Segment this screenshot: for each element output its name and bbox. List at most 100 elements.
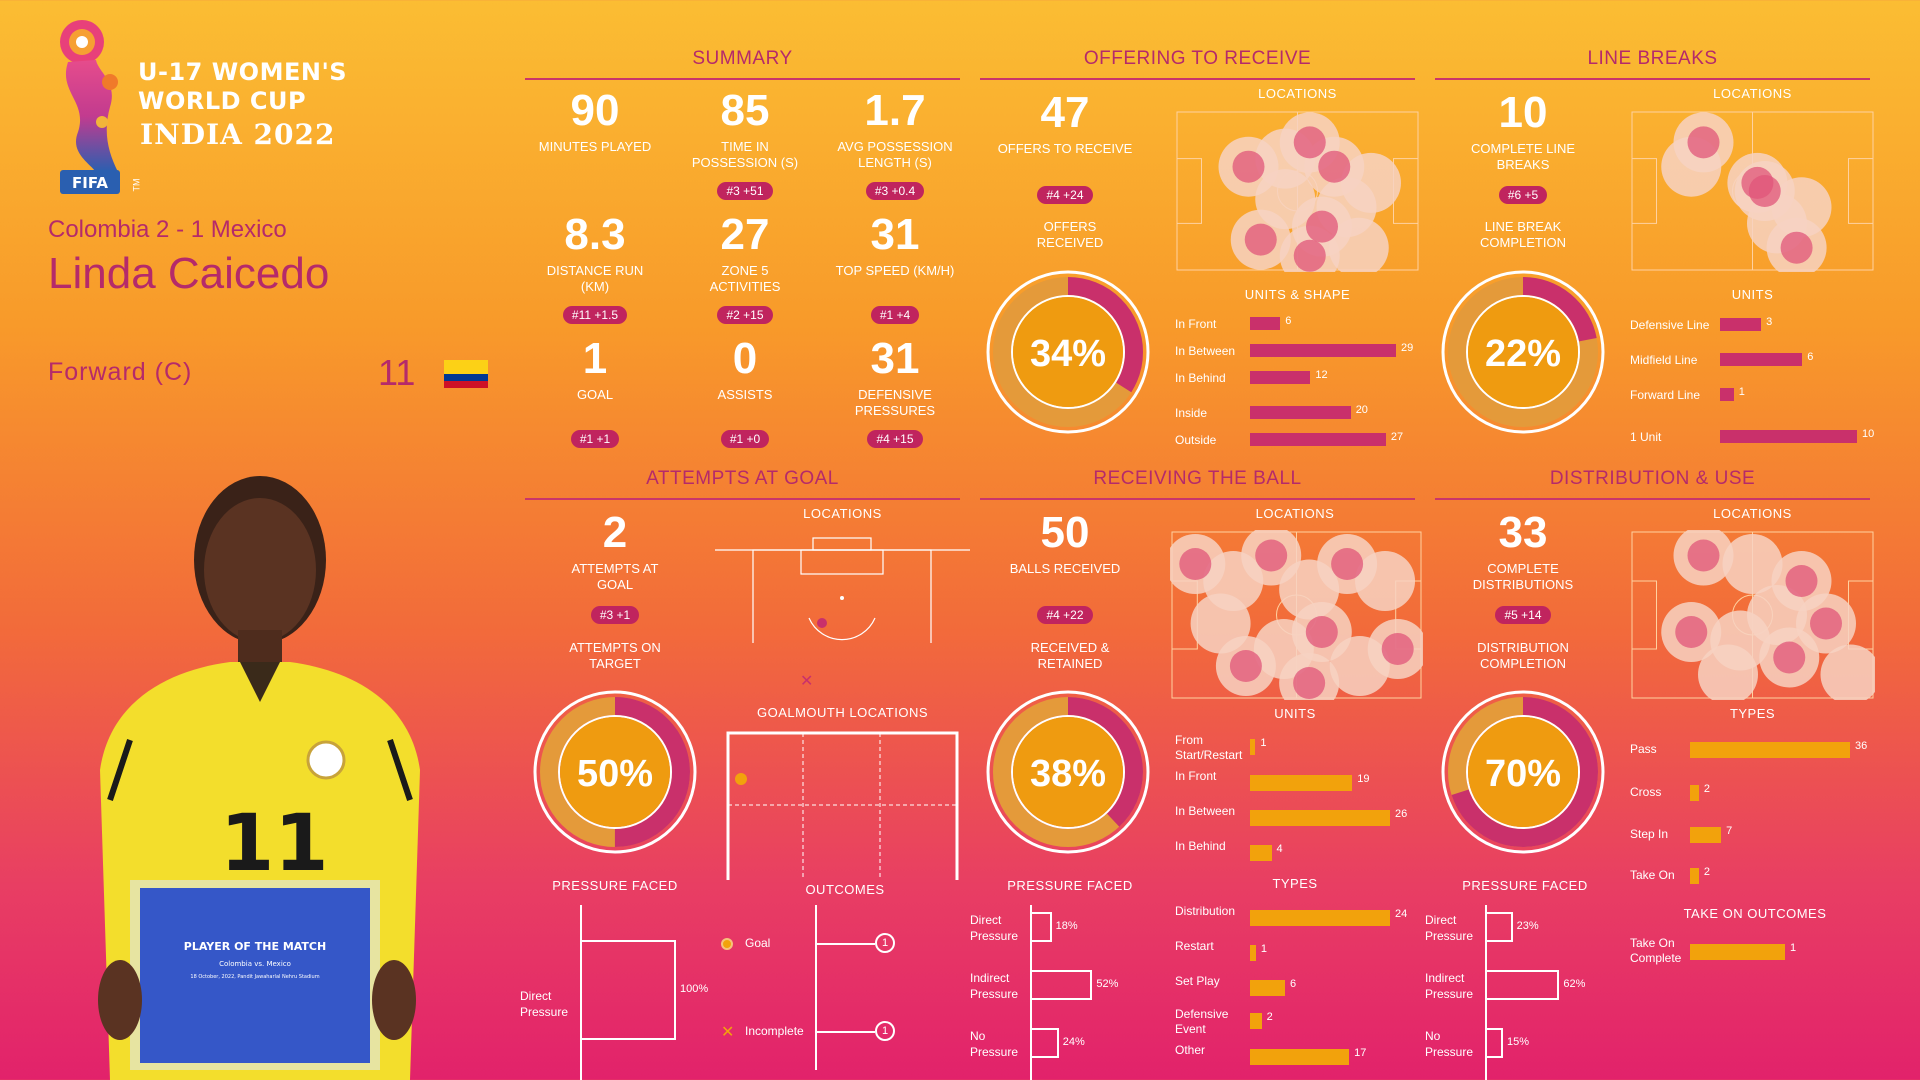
bar-value: 10 [1862,428,1875,440]
summary-stat-value: 85 [720,86,770,135]
bar-value: 27 [1390,431,1404,443]
summary-stat-label: TOP SPEED (KM/H) [835,263,955,278]
outcome-label: Goal [745,936,771,950]
summary-rank-badge: #3 +0.4 [865,182,925,200]
pressure-axis [1030,905,1032,1080]
summary-stat-value: 8.3 [564,210,626,259]
summary-grid: 90 MINUTES PLAYED 85 TIME IN POSSESSION (s)… [525,86,975,466]
donut-value-arc [540,697,690,847]
outcome-count: 1 [875,933,895,953]
player-number: 11 [378,352,416,393]
bar [1250,845,1272,861]
heat-hotspot [1232,150,1265,183]
bar-value: 12 [1315,369,1328,381]
attempts-divider [525,498,960,500]
bar-label: In Front [1175,769,1217,783]
heat-hotspot [1687,539,1720,572]
linebreaks-donut-label: LINE BREAK COMPLETION [1480,219,1566,250]
summary-rank-badge: #1 +0 [720,430,770,448]
heat-hotspot [1229,650,1262,682]
goalmouth-frame [726,731,959,880]
linebreaks-label: COMPLETE LINE BREAKS [1470,141,1576,172]
heat-hotspot [1773,641,1806,674]
donut-center [1468,297,1578,407]
bar-label: Restart [1175,939,1214,953]
distribution-rank-badge: #5 +14 [1495,606,1551,624]
receiving-donut-label: RECEIVED & RETAINED [1030,640,1110,671]
bar-label: Step In [1630,827,1669,841]
bar-value: 20 [1355,404,1368,416]
heat-hotspot [1687,126,1720,159]
summary-stat-value: 0 [732,334,758,383]
bar-value: 17 [1354,1047,1367,1059]
shot-goal-marker [817,618,827,628]
offering-label: OFFERS TO RECEIVE [997,141,1133,156]
bar-label: Other [1175,1043,1206,1057]
offering-rank-badge: #4 +24 [1037,186,1093,204]
bar [1720,318,1762,331]
outcome-label: Incomplete [745,1024,804,1038]
receiving-types-title: TYPES [1272,876,1318,891]
outcome-line [815,943,875,945]
bar [1690,785,1699,801]
summary-rank-badge: #3 +51 [717,182,773,200]
donut-inner-ring [1466,295,1580,409]
bar-label: Cross [1630,785,1662,799]
pitch-right-box [1848,158,1874,224]
donut-inner-ring [558,715,672,829]
bar [1720,388,1734,401]
bar [1250,980,1285,996]
summary-stat-label: AVG POSSESSION LENGTH (s) [837,139,953,170]
bar-label: Forward Line [1630,388,1701,402]
heat-hotspot [1785,565,1818,597]
distribution-heatmap [1631,530,1875,700]
plaque-match: Colombia vs. Mexico [219,960,291,968]
pressure-label: No Pressure [970,1029,1019,1059]
summary-rank-badge: #2 +15 [717,306,773,324]
summary-stat-value: 31 [870,334,920,383]
summary-rank-badge: #4 +15 [867,430,923,448]
summary-stat-value: 1 [582,334,608,383]
heat-hotspot [1255,539,1288,572]
bar [1690,742,1850,758]
heat-hotspot [1179,548,1212,580]
offering-value: 47 [1040,88,1090,137]
receiving-units-bars: From Start/Restart 1 In Front 19 In Between 2… [1175,728,1425,868]
summary-stat-value: 90 [570,86,620,135]
bar-label: In Between [1175,344,1236,358]
heat-hotspot [1293,126,1326,159]
receiving-label: BALLS RECEIVED [1009,561,1121,576]
bar [1690,827,1722,843]
summary-rank-badge: #1 +4 [870,306,920,324]
bar [1250,1049,1350,1065]
summary-title: SUMMARY [692,48,793,69]
donut-center [1468,717,1578,827]
bar-label: Defensive Event [1175,1007,1229,1036]
attempts-locations-label: LOCATIONS [803,506,882,521]
bar-label: In Between [1175,804,1236,818]
distribution-donut-label: DISTRIBUTION COMPLETION [1477,640,1569,671]
pitch-left-box [1176,158,1202,224]
pressure-label: No Pressure [1425,1029,1474,1059]
distribution-pressure-chart: Direct Pressure 23% Indirect Pressure 62% No… [1425,900,1630,1080]
heat-zone [1722,534,1783,594]
goalmouth-title: GOALMOUTH LOCATIONS [756,705,929,720]
offering-locations-label: LOCATIONS [1258,86,1337,101]
heat-zone [1820,644,1875,700]
bar-value: 24 [1395,908,1408,920]
pressure-percent: 62% [1563,978,1586,990]
pressure-percent: 23% [1516,920,1539,932]
bar-label: From Start/Restart [1175,733,1243,762]
heat-hotspot [1675,616,1708,648]
distribution-donut: 70% [1441,690,1605,854]
pressure-axis [1485,905,1487,1080]
match-result: Colombia 2 - 1 Mexico [48,216,287,243]
summary-stat-label: MINUTES PLAYED [538,139,652,154]
linebreaks-heatmap [1631,111,1874,272]
linebreaks-title: LINE BREAKS [1587,48,1718,69]
summary-stat-label: TIME IN POSSESSION (s) [691,139,799,170]
distribution-pressure-title: PRESSURE FACED [1462,878,1588,893]
donut-percent-text: 70% [1485,753,1561,795]
receiving-value: 50 [1040,508,1090,557]
bar-value: 7 [1726,825,1733,837]
